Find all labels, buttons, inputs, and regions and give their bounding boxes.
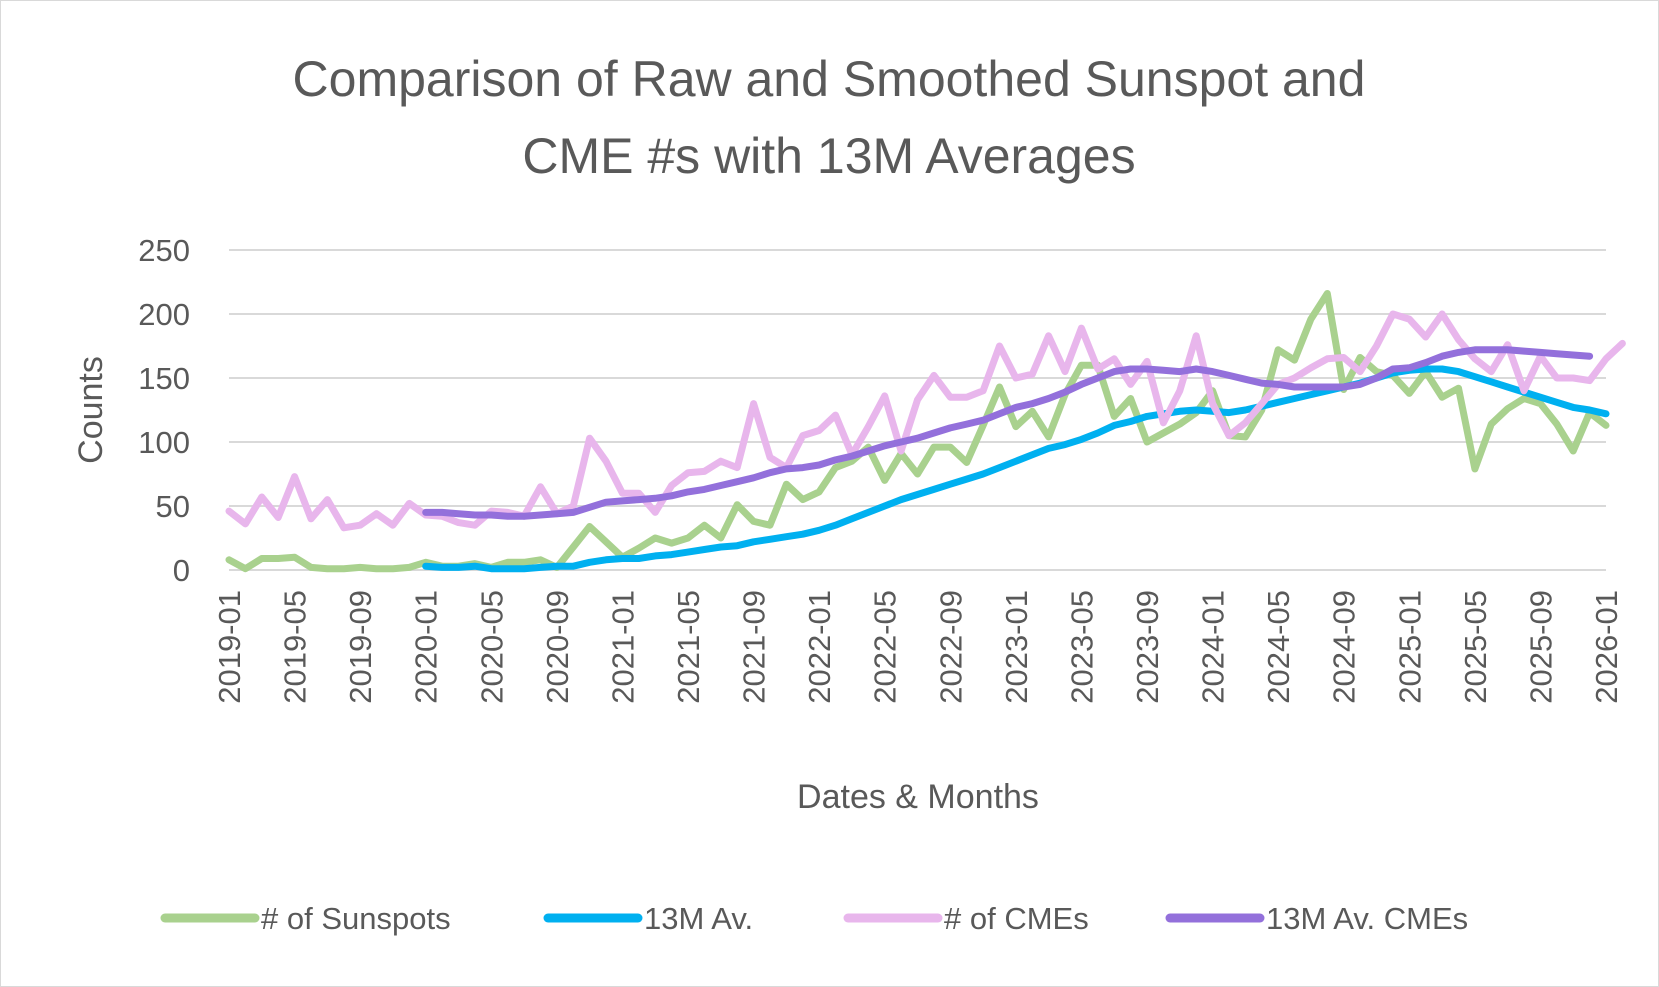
x-tick-label: 2024-09 (1327, 590, 1362, 704)
y-tick-label: 50 (156, 489, 190, 524)
y-tick-label: 100 (138, 425, 190, 460)
x-axis-ticks: 2019-01 2019-05 2019-09 2020-01 2020-05 2020-… (212, 590, 1624, 704)
series-line-of-cmes (225, 310, 1626, 532)
x-tick-label: 2023-05 (1064, 590, 1099, 704)
y-tick-label: 150 (138, 361, 190, 396)
x-tick-label: 2025-05 (1458, 590, 1493, 704)
x-tick-label: 2020-09 (540, 590, 575, 704)
x-tick-label: 2026-01 (1589, 590, 1624, 704)
x-tick-label: 2022-09 (933, 590, 968, 704)
x-tick-label: 2023-09 (1130, 590, 1165, 704)
x-tick-label: 2024-05 (1261, 590, 1296, 704)
legend-label: # of Sunspots (261, 901, 451, 936)
chart-title-line-2: CME #s with 13M Averages (522, 128, 1135, 184)
chart-title: Comparison of Raw and Smoothed Sunspot a… (293, 51, 1366, 184)
legend-label: 13M Av. CMEs (1266, 901, 1468, 936)
y-tick-label: 200 (138, 297, 190, 332)
x-tick-label: 2023-01 (999, 590, 1034, 704)
legend-label: # of CMEs (944, 901, 1089, 936)
series-lines (225, 290, 1626, 573)
legend-label: 13M Av. (644, 901, 753, 936)
x-tick-label: 2025-01 (1392, 590, 1427, 704)
x-tick-label: 2021-09 (737, 590, 772, 704)
x-tick-label: 2024-01 (1196, 590, 1231, 704)
x-tick-label: 2022-05 (868, 590, 903, 704)
y-tick-label: 250 (138, 233, 190, 268)
x-tick-label: 2020-01 (409, 590, 444, 704)
y-axis-title: Counts (72, 356, 110, 464)
x-tick-label: 2021-05 (671, 590, 706, 704)
x-tick-label: 2020-05 (474, 590, 509, 704)
x-tick-label: 2025-09 (1523, 590, 1558, 704)
series-line-of-sunspots (225, 290, 1610, 573)
series-line-13m-av-cmes (422, 346, 1594, 520)
x-axis-title: Dates & Months (797, 778, 1039, 816)
x-tick-label: 2019-09 (343, 590, 378, 704)
x-tick-label: 2022-01 (802, 590, 837, 704)
x-tick-label: 2019-05 (278, 590, 313, 704)
x-tick-label: 2019-01 (212, 590, 247, 704)
legend: # of Sunspots 13M Av. # of CMEs 13M Av. CME… (160, 901, 1468, 936)
y-axis-ticks: 0 50 100 150 200 250 (138, 233, 190, 588)
chart-title-line-1: Comparison of Raw and Smoothed Sunspot a… (293, 51, 1366, 107)
y-tick-label: 0 (173, 553, 190, 588)
x-tick-label: 2021-01 (605, 590, 640, 704)
